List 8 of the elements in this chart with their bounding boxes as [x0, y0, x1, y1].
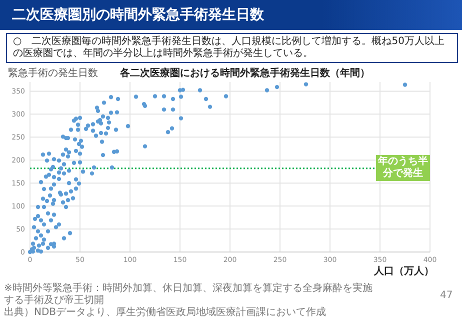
footnote: ※時間外等緊急手術：時間外加算、休日加算、深夜加算を算定する全身麻酔を実施する手術及び帝王切開 出典）NDBデータより、厚生労働省医政局地域医療計画課において作成 [4, 283, 374, 319]
page-title: 二次医療圏別の時間外緊急手術発生日数 [12, 6, 264, 24]
subtitle: ○ 二次医療圏毎の時間外緊急手術発生日数は、人口規模に比例して増加する。概ね50万人以上の医療圏では、年間の半分以上は時間外緊急手術が発生している。 [6, 33, 458, 63]
x-axis-title: 人口（万人） [373, 265, 434, 277]
page-number: 47 [440, 290, 453, 301]
ref-label: 年のうち半分で発生 [376, 155, 430, 182]
chart-title: 各二次医療圏における時間外緊急手術発生日数（年間） [119, 67, 370, 79]
y-axis-title: 緊急手術の発生日数 [8, 67, 98, 79]
